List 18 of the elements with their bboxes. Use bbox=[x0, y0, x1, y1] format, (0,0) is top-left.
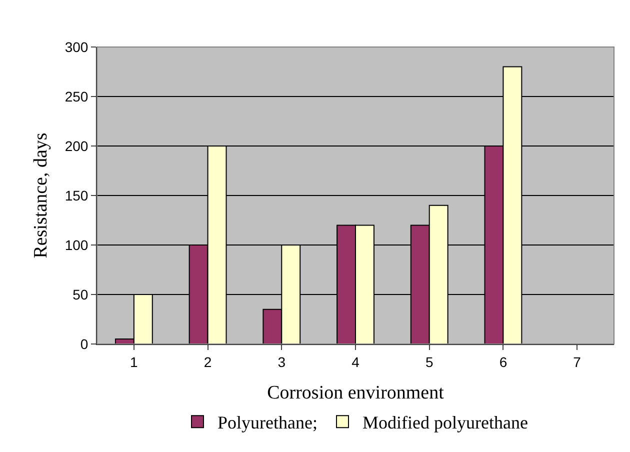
legend-label: Modified polyurethane bbox=[362, 412, 528, 433]
y-tick-label: 0 bbox=[80, 336, 88, 352]
x-axis-title: Corrosion environment bbox=[267, 382, 445, 404]
y-tick-label: 200 bbox=[64, 138, 88, 154]
x-tick-label: 4 bbox=[352, 354, 360, 370]
legend-label: Polyurethane; bbox=[218, 412, 318, 433]
y-tick-label: 50 bbox=[72, 286, 88, 302]
y-tick-label: 100 bbox=[64, 236, 88, 253]
x-tick-label: 6 bbox=[499, 354, 508, 370]
x-tick-label: 2 bbox=[204, 354, 212, 370]
x-tick-label: 7 bbox=[573, 354, 582, 370]
y-axis-title: Resistance, days bbox=[30, 132, 52, 258]
x-tick-label: 1 bbox=[130, 354, 138, 370]
y-tick-label: 250 bbox=[64, 88, 88, 104]
x-tick-label: 3 bbox=[278, 354, 286, 370]
y-tick-label: 150 bbox=[64, 187, 88, 204]
x-tick-label: 5 bbox=[425, 354, 434, 370]
y-tick-label: 300 bbox=[64, 38, 88, 55]
